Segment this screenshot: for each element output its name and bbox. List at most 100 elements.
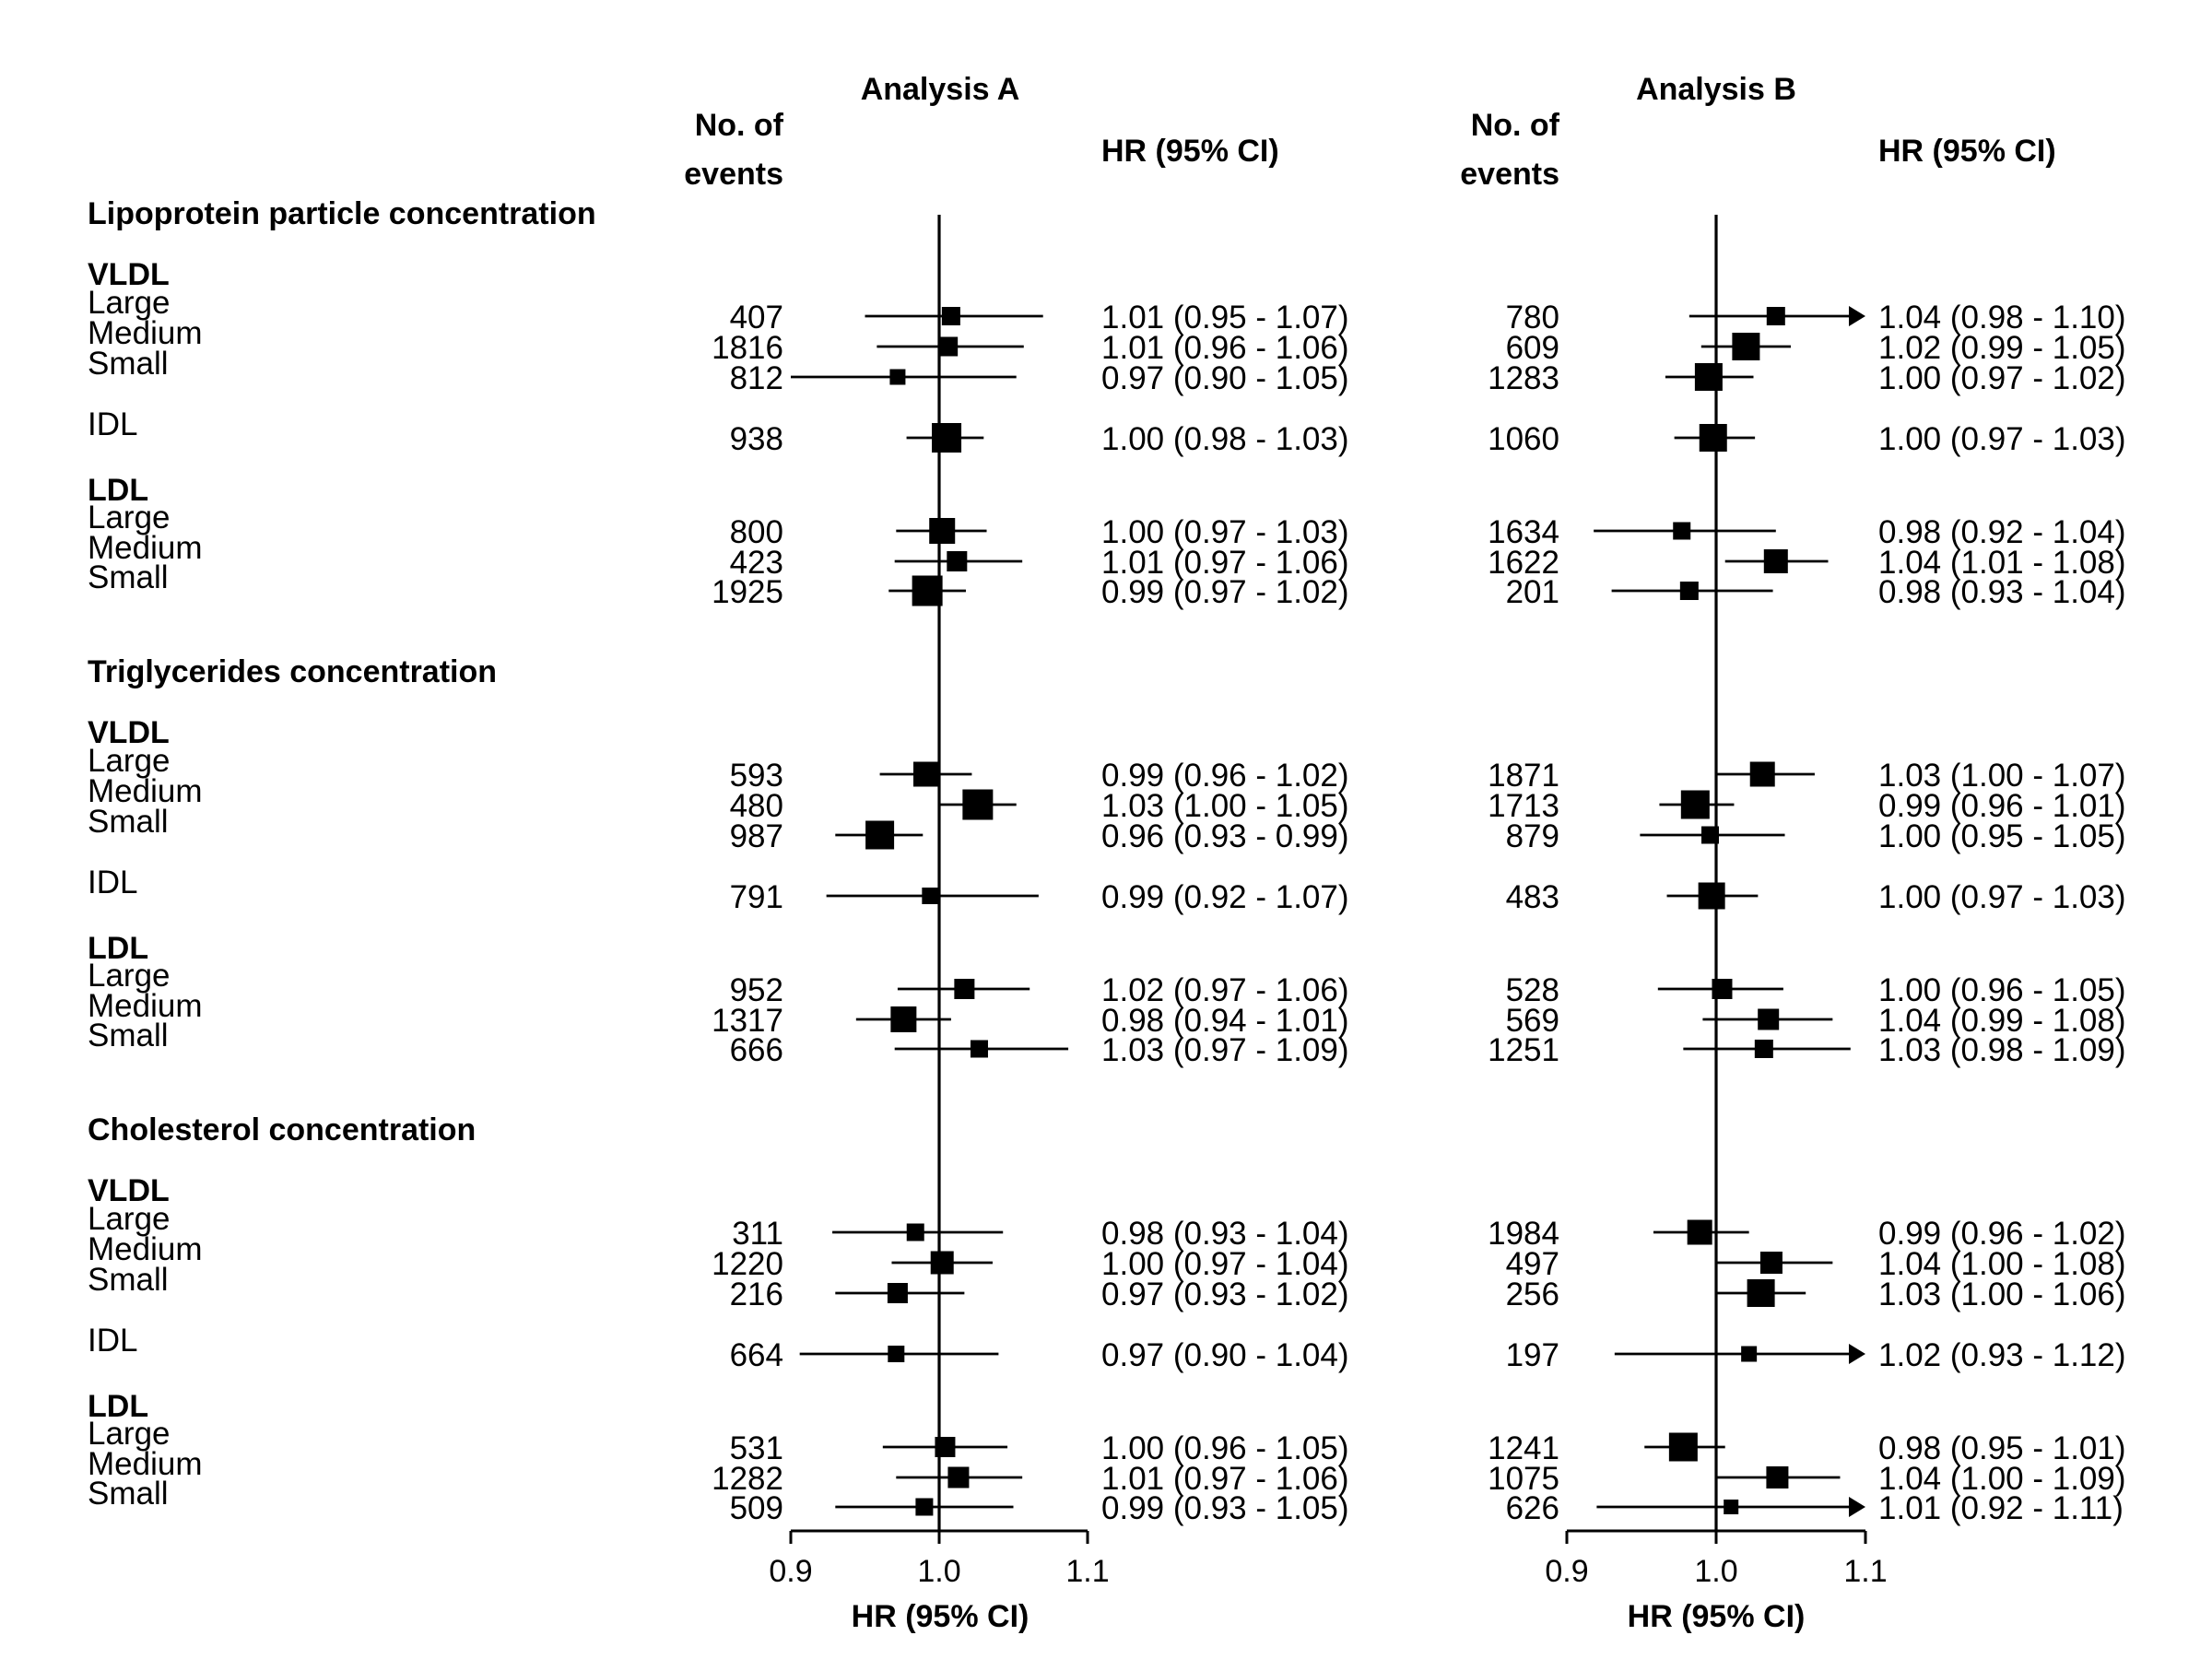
- events-count: 1075: [1488, 1461, 1559, 1497]
- events-count: 812: [730, 360, 783, 396]
- panel-title: Analysis B: [1636, 72, 1796, 107]
- group-label: VLDL: [88, 257, 170, 292]
- x-tick-label: 1.0: [917, 1554, 960, 1589]
- row-label: Large: [88, 1416, 171, 1452]
- section-title: Cholesterol concentration: [88, 1112, 476, 1147]
- hr-header: HR (95% CI): [1101, 134, 1279, 169]
- hr-point: [1741, 1346, 1758, 1362]
- row-label: Small: [88, 559, 169, 595]
- hr-point: [915, 1498, 934, 1516]
- hr-point: [1724, 1500, 1739, 1514]
- hr-ci-text: 0.99 (0.96 - 1.02): [1878, 1216, 2126, 1252]
- events-count: 509: [730, 1490, 783, 1526]
- group-label: VLDL: [88, 1173, 170, 1208]
- events-header: No. of: [1471, 108, 1560, 143]
- events-header: events: [1460, 157, 1559, 192]
- hr-point: [1694, 363, 1723, 391]
- group-label: LDL: [88, 473, 148, 508]
- hr-point: [913, 761, 939, 787]
- events-count: 1220: [712, 1246, 783, 1282]
- hr-point: [1701, 826, 1720, 844]
- hr-ci-text: 1.03 (1.00 - 1.07): [1878, 758, 2126, 794]
- hr-ci-text: 1.00 (0.95 - 1.05): [1878, 818, 2126, 854]
- hr-point: [1754, 1040, 1773, 1058]
- row-label: Small: [88, 346, 169, 382]
- events-count: 1713: [1488, 788, 1559, 824]
- hr-point: [1749, 761, 1775, 787]
- events-count: 800: [730, 514, 783, 550]
- hr-ci-text: 0.97 (0.90 - 1.04): [1101, 1337, 1349, 1373]
- panel-title: Analysis A: [861, 72, 1020, 107]
- events-count: 423: [730, 545, 783, 581]
- events-count: 938: [730, 421, 783, 457]
- hr-point: [1712, 979, 1733, 999]
- hr-ci-text: 0.98 (0.93 - 1.04): [1101, 1216, 1349, 1252]
- hr-ci-text: 1.00 (0.97 - 1.02): [1878, 360, 2126, 396]
- hr-ci-text: 0.98 (0.95 - 1.01): [1878, 1430, 2126, 1466]
- hr-point: [1668, 1432, 1698, 1462]
- events-count: 256: [1506, 1277, 1559, 1312]
- row-label: IDL: [88, 1323, 137, 1359]
- hr-ci-text: 1.03 (1.00 - 1.05): [1101, 788, 1349, 824]
- hr-point: [1673, 522, 1691, 540]
- hr-point: [962, 789, 994, 820]
- row-label: Medium: [88, 315, 202, 351]
- hr-ci-text: 1.04 (1.00 - 1.08): [1878, 1246, 2126, 1282]
- hr-point: [1763, 549, 1788, 573]
- events-count: 201: [1506, 574, 1559, 610]
- hr-point: [947, 551, 968, 571]
- hr-ci-text: 0.97 (0.93 - 1.02): [1101, 1277, 1349, 1312]
- events-count: 497: [1506, 1246, 1559, 1282]
- hr-point: [1680, 790, 1710, 819]
- events-count: 483: [1506, 879, 1559, 915]
- events-count: 666: [730, 1032, 783, 1068]
- hr-point: [932, 423, 962, 453]
- hr-point: [865, 820, 895, 850]
- section-title: Triglycerides concentration: [88, 654, 497, 689]
- hr-ci-text: 0.98 (0.94 - 1.01): [1101, 1003, 1349, 1039]
- row-label: IDL: [88, 406, 137, 442]
- hr-point: [947, 1466, 970, 1488]
- hr-ci-text: 0.99 (0.92 - 1.07): [1101, 879, 1349, 915]
- events-count: 216: [730, 1277, 783, 1312]
- events-count: 780: [1506, 300, 1559, 335]
- hr-ci-text: 1.01 (0.95 - 1.07): [1101, 300, 1349, 335]
- hr-point: [922, 888, 939, 904]
- hr-point: [1698, 882, 1725, 910]
- events-count: 1634: [1488, 514, 1559, 550]
- hr-ci-text: 1.04 (1.01 - 1.08): [1878, 545, 2126, 581]
- row-label: Large: [88, 500, 171, 535]
- events-count: 407: [730, 300, 783, 335]
- group-label: LDL: [88, 931, 148, 966]
- hr-ci-text: 0.98 (0.92 - 1.04): [1878, 514, 2126, 550]
- hr-point: [1759, 1252, 1783, 1274]
- hr-point: [970, 1040, 988, 1058]
- row-label: Large: [88, 743, 171, 779]
- row-label: Small: [88, 1018, 169, 1053]
- events-count: 480: [730, 788, 783, 824]
- row-label: Large: [88, 958, 171, 994]
- ci-arrow: [1849, 1497, 1865, 1517]
- events-count: 1871: [1488, 758, 1559, 794]
- hr-ci-text: 1.03 (0.97 - 1.09): [1101, 1032, 1349, 1068]
- row-label: Large: [88, 285, 171, 321]
- hr-header: HR (95% CI): [1878, 134, 2056, 169]
- hr-ci-text: 1.01 (0.96 - 1.06): [1101, 330, 1349, 366]
- events-count: 987: [730, 818, 783, 854]
- hr-ci-text: 1.00 (0.97 - 1.04): [1101, 1246, 1349, 1282]
- events-count: 1282: [712, 1461, 783, 1497]
- hr-ci-text: 1.01 (0.92 - 1.11): [1878, 1490, 2124, 1526]
- hr-ci-text: 1.04 (0.98 - 1.10): [1878, 300, 2126, 335]
- events-count: 1984: [1488, 1216, 1559, 1252]
- row-label: Large: [88, 1201, 171, 1237]
- events-count: 1251: [1488, 1032, 1559, 1068]
- row-label: Medium: [88, 1446, 202, 1482]
- hr-ci-text: 1.00 (0.98 - 1.03): [1101, 421, 1349, 457]
- hr-ci-text: 1.00 (0.97 - 1.03): [1101, 514, 1349, 550]
- hr-ci-text: 1.03 (0.98 - 1.09): [1878, 1032, 2126, 1068]
- events-count: 531: [730, 1430, 783, 1466]
- hr-ci-text: 1.01 (0.97 - 1.06): [1101, 545, 1349, 581]
- hr-point: [929, 518, 956, 544]
- events-count: 1060: [1488, 421, 1559, 457]
